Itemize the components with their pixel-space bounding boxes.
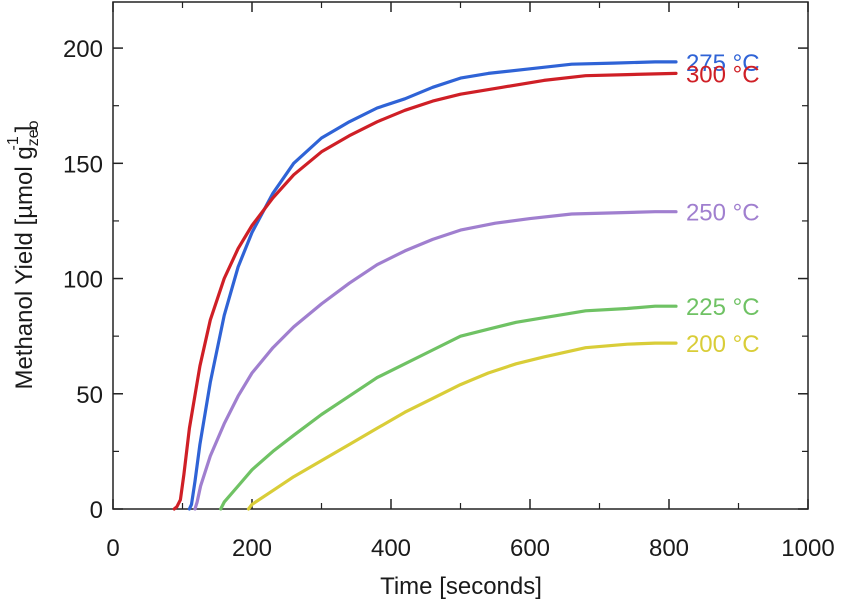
- x-tick-label: 600: [510, 535, 550, 562]
- ticks: [112, 2, 809, 510]
- series-line: [187, 60, 678, 511]
- series-label: 300 °C: [686, 61, 760, 88]
- y-axis-label-sup: -1: [5, 136, 22, 150]
- x-tick-label: 400: [371, 535, 411, 562]
- series-label: 250 °C: [686, 200, 760, 227]
- series-line: [219, 304, 678, 511]
- y-tick-label: 50: [76, 382, 103, 409]
- y-tick-label: 200: [63, 36, 103, 63]
- y-tick-label: 0: [90, 497, 103, 524]
- series-line: [193, 210, 678, 511]
- x-tick-label: 200: [232, 535, 272, 562]
- x-tick-label: 0: [106, 535, 119, 562]
- series-label: 200 °C: [686, 331, 760, 358]
- series-line: [172, 71, 678, 511]
- x-axis-label: Time [seconds]: [380, 573, 542, 600]
- y-axis-label: Methanol Yield [µmol gzeo-1]: [5, 120, 42, 389]
- x-tick-label: 800: [649, 535, 689, 562]
- series-label: 275 °C: [686, 50, 760, 77]
- y-axis-label-sub: zeo: [25, 120, 42, 146]
- y-axis-label-close: ]: [11, 126, 38, 133]
- y-axis-label-main: Methanol Yield [µmol g: [11, 146, 38, 389]
- series-label: 225 °C: [686, 294, 760, 321]
- series-lines: [172, 60, 678, 511]
- y-tick-label: 150: [63, 151, 103, 178]
- x-tick-label: 1000: [781, 535, 834, 562]
- series-line: [246, 341, 678, 511]
- tick-labels: 0 200 400 600 800 1000 0 50 100 150 200: [63, 36, 835, 562]
- y-tick-label: 100: [63, 267, 103, 294]
